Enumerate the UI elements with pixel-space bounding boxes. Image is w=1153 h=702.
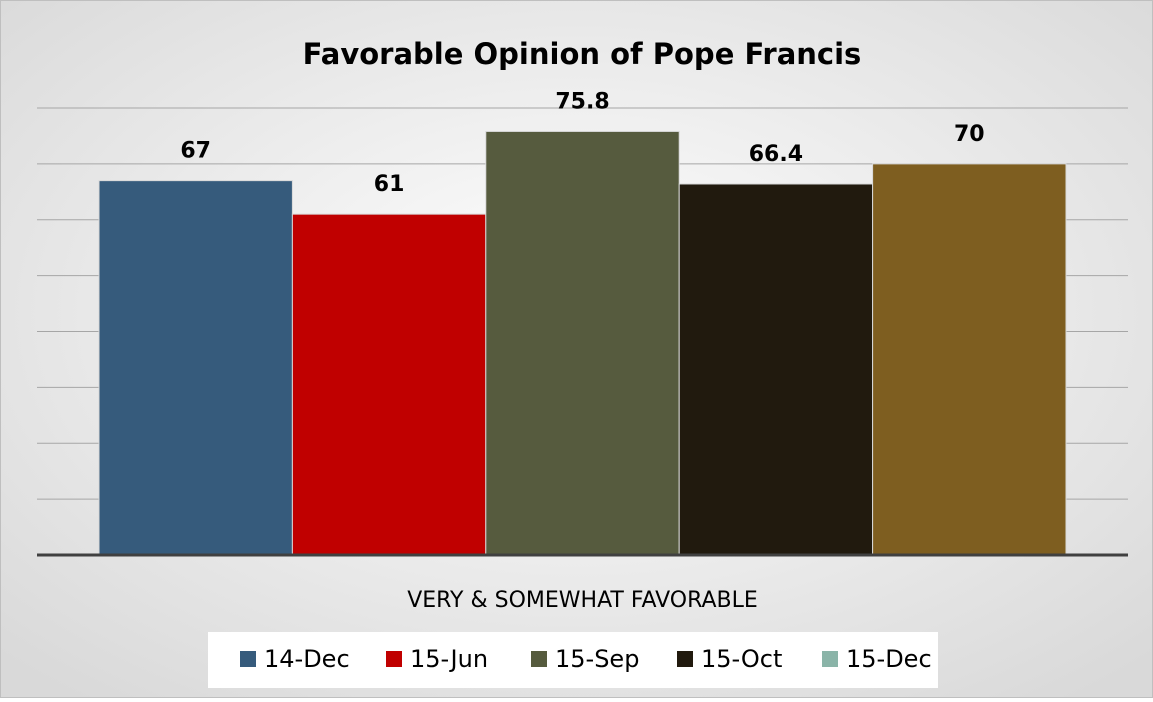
legend-label: 14-Dec [264, 645, 350, 673]
legend-swatch [677, 651, 693, 667]
bar [872, 163, 1067, 556]
x-tick-label: VERY & SOMEWHAT FAVORABLE [407, 588, 758, 613]
bar [98, 180, 293, 556]
legend-swatch [822, 651, 838, 667]
legend-label: 15-Jun [410, 645, 488, 673]
bar [678, 183, 874, 556]
legend: 14-Dec 15-Jun 15-Sep 15-Oct 15-Dec [240, 645, 932, 673]
chart-title: Favorable Opinion of Pope Francis [303, 37, 862, 71]
legend-label: 15-Oct [701, 645, 782, 673]
legend-swatch [240, 651, 256, 667]
data-label: 75.8 [555, 89, 609, 114]
legend-label: 15-Dec [846, 645, 932, 673]
bar [291, 213, 487, 556]
legend-swatch [386, 651, 402, 667]
bars: 67 61 75.8 66.4 70 VERY & SOMEWHAT FAVORABLE [37, 89, 1128, 613]
data-label: 66.4 [749, 142, 803, 167]
legend-swatch [531, 651, 547, 667]
data-label: 70 [954, 122, 985, 147]
data-label: 67 [180, 139, 211, 164]
legend-box [208, 632, 938, 688]
bar [485, 130, 680, 556]
data-label: 61 [374, 172, 405, 197]
legend-label: 15-Sep [555, 645, 639, 673]
